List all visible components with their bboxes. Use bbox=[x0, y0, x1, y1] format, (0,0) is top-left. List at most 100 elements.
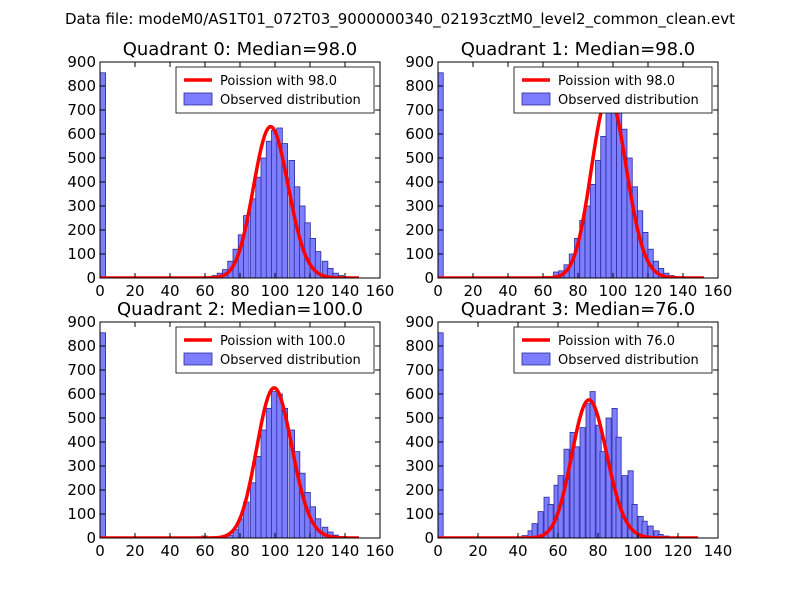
histogram-bar bbox=[271, 129, 278, 278]
y-tick-label: 600 bbox=[405, 125, 434, 143]
y-tick-label: 0 bbox=[86, 269, 96, 287]
y-tick-label: 500 bbox=[405, 409, 434, 427]
legend-swatch-observed bbox=[183, 92, 213, 106]
subplot-2: 0 20 40 60 80 100 120 140 160 0 100 200 300 400 500 600… bbox=[67, 299, 394, 560]
poisson-curve bbox=[100, 125, 359, 278]
histogram-bar bbox=[647, 525, 654, 538]
y-tick-label: 900 bbox=[405, 313, 434, 331]
subplot-title: Quadrant 3: Median=76.0 bbox=[461, 299, 696, 320]
y-tick-label: 100 bbox=[405, 505, 434, 523]
x-tick-label: 140 bbox=[704, 542, 733, 560]
legend-label-poisson: Poission with 76.0 bbox=[558, 334, 675, 349]
y-tick-label: 400 bbox=[67, 173, 96, 191]
y-tick-label: 600 bbox=[67, 385, 96, 403]
x-tick-label: 60 bbox=[533, 282, 552, 300]
legend: Poission with 100.0 Observed distribution bbox=[175, 326, 375, 374]
y-tick-label: 800 bbox=[67, 337, 96, 355]
histogram-bar bbox=[615, 436, 622, 538]
y-tick-label: 300 bbox=[405, 197, 434, 215]
histogram-bar bbox=[600, 135, 607, 278]
y-tick-label: 400 bbox=[67, 433, 96, 451]
histogram-bar bbox=[260, 157, 267, 278]
y-tick-label: 900 bbox=[67, 53, 96, 71]
subplot-title: Quadrant 1: Median=98.0 bbox=[461, 39, 696, 60]
y-tick-label: 900 bbox=[67, 313, 96, 331]
y-tick-label: 200 bbox=[67, 221, 96, 239]
x-tick-label: 0 bbox=[433, 542, 443, 560]
histogram-bar bbox=[584, 205, 591, 278]
subplot-title: Quadrant 0: Median=98.0 bbox=[123, 39, 358, 60]
x-tick-label: 80 bbox=[588, 542, 607, 560]
y-tick-label: 300 bbox=[67, 197, 96, 215]
histogram-bar bbox=[641, 520, 648, 538]
y-tick-label: 500 bbox=[67, 149, 96, 167]
poisson-curve bbox=[438, 93, 704, 278]
legend-swatch-observed bbox=[183, 352, 213, 366]
histogram-bars bbox=[100, 332, 344, 538]
y-tick-label: 300 bbox=[67, 457, 96, 475]
y-tick-label: 800 bbox=[67, 77, 96, 95]
y-tick-label: 400 bbox=[405, 433, 434, 451]
x-tick-label: 160 bbox=[366, 542, 395, 560]
x-tick-label: 20 bbox=[468, 542, 487, 560]
x-tick-label: 100 bbox=[261, 542, 290, 560]
legend-swatch-observed bbox=[521, 92, 551, 106]
histogram-bar bbox=[250, 198, 257, 278]
y-tick-label: 300 bbox=[405, 457, 434, 475]
histogram-bar bbox=[271, 391, 278, 538]
x-tick-label: 160 bbox=[366, 282, 395, 300]
y-tick-label: 200 bbox=[405, 221, 434, 239]
histogram-bar bbox=[250, 482, 257, 538]
x-tick-label: 80 bbox=[230, 542, 249, 560]
subplots-grid: 0 20 40 60 80 100 120 140 1600100200300400500600… bbox=[67, 39, 732, 560]
x-tick-label: 120 bbox=[634, 282, 663, 300]
y-tick-label: 0 bbox=[86, 529, 96, 547]
histogram-bar bbox=[573, 446, 580, 538]
subplot-3: 0 20 40 60 80 100 120 140 0 100 200 300 400 500 600 700… bbox=[405, 299, 732, 560]
y-tick-label: 200 bbox=[405, 481, 434, 499]
y-tick-label: 400 bbox=[405, 173, 434, 191]
y-tick-label: 200 bbox=[67, 481, 96, 499]
x-tick-label: 60 bbox=[195, 542, 214, 560]
y-tick-label: 100 bbox=[67, 245, 96, 263]
histogram-bar bbox=[621, 475, 628, 538]
histogram-bar bbox=[589, 183, 596, 278]
legend: Poission with 98.0 Observed distribution bbox=[513, 66, 713, 114]
y-tick-label: 700 bbox=[67, 101, 96, 119]
y-tick-label: 600 bbox=[405, 385, 434, 403]
y-tick-label: 700 bbox=[67, 361, 96, 379]
histogram-bar bbox=[281, 143, 288, 278]
histogram-bar bbox=[265, 407, 273, 538]
histogram-bar bbox=[605, 109, 612, 278]
x-tick-label: 40 bbox=[160, 282, 179, 300]
legend-label-poisson: Poission with 98.0 bbox=[220, 74, 337, 89]
subplot-1: 0 20 40 60 80 100 120 140 160 0 100 200 300 400 500 600… bbox=[405, 39, 732, 300]
histogram-bar bbox=[255, 176, 262, 278]
x-tick-label: 80 bbox=[230, 282, 249, 300]
legend-label-observed: Observed distribution bbox=[558, 93, 699, 108]
x-tick-label: 40 bbox=[498, 282, 517, 300]
x-tick-label: 0 bbox=[95, 542, 105, 560]
x-tick-label: 160 bbox=[704, 282, 733, 300]
legend-label-observed: Observed distribution bbox=[558, 353, 699, 368]
y-tick-label: 600 bbox=[67, 125, 96, 143]
histogram-bar bbox=[589, 391, 596, 538]
figure-title: Data file: modeM0/AS1T01_072T03_90000003… bbox=[65, 10, 735, 29]
histogram-bar bbox=[276, 393, 283, 538]
x-tick-label: 40 bbox=[160, 542, 179, 560]
x-tick-label: 60 bbox=[548, 542, 567, 560]
y-tick-label: 0 bbox=[424, 269, 434, 287]
x-tick-label: 140 bbox=[669, 282, 698, 300]
x-tick-label: 140 bbox=[331, 542, 360, 560]
y-tick-label: 800 bbox=[405, 77, 434, 95]
axes-frame bbox=[437, 321, 719, 539]
x-tick-label: 60 bbox=[195, 282, 214, 300]
x-tick-label: 20 bbox=[125, 282, 144, 300]
legend-label-observed: Observed distribution bbox=[220, 353, 361, 368]
x-tick-label: 0 bbox=[95, 282, 105, 300]
histogram-bar bbox=[100, 72, 106, 278]
y-tick-label: 500 bbox=[67, 409, 96, 427]
histogram-bar bbox=[100, 332, 106, 538]
histogram-bar bbox=[260, 429, 267, 538]
